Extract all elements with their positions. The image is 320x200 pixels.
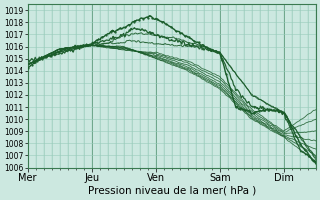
X-axis label: Pression niveau de la mer( hPa ): Pression niveau de la mer( hPa ) [88, 186, 256, 196]
